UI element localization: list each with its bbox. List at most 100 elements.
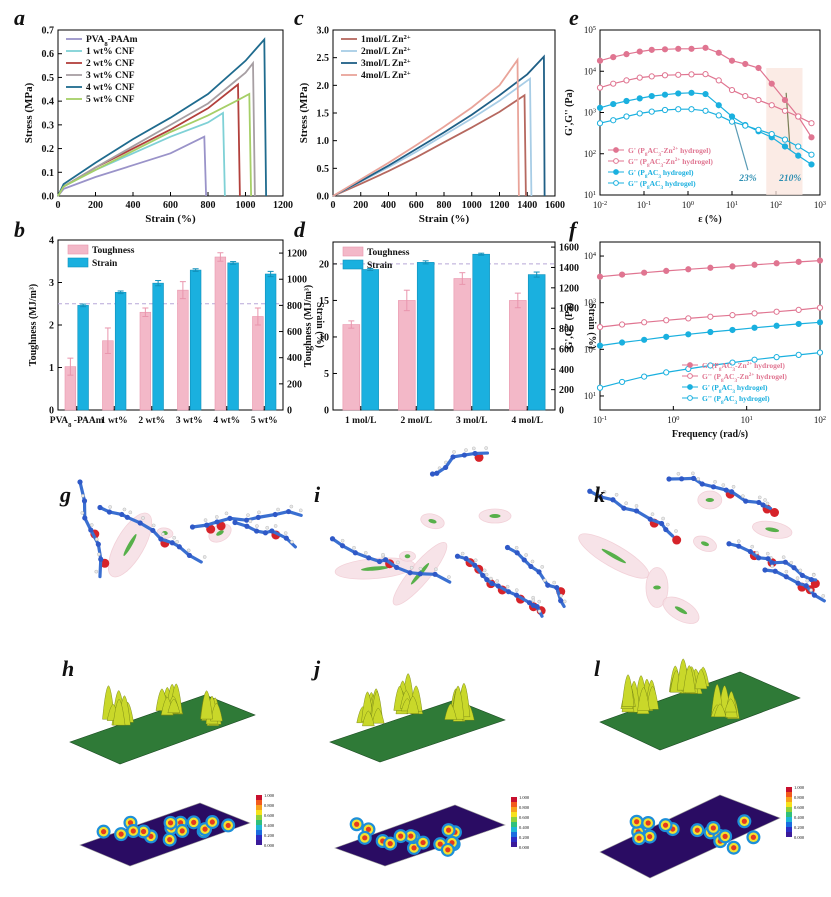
y-tick-label: 4 [49, 236, 54, 247]
bar-strain [417, 262, 434, 410]
y2-axis-label: Strain (%) [586, 303, 597, 349]
map-spot [636, 836, 641, 841]
bond [80, 482, 84, 501]
map-spot [634, 819, 639, 824]
hydrogen-atom [532, 599, 535, 602]
data-point [611, 118, 616, 123]
surface-peak [622, 675, 634, 707]
y-tick-label: 0.1 [42, 168, 55, 179]
legend-entry: 3mol/L Zn2+ [361, 58, 411, 70]
data-point [624, 78, 629, 83]
data-point [676, 107, 681, 112]
carbon-atom [366, 555, 371, 560]
colorbar-tick: 0.000 [794, 835, 805, 840]
map-spot [445, 847, 450, 852]
label-part: -Zn [735, 361, 748, 370]
x-category-label: 5 wt% [251, 416, 278, 426]
label-part: 2 [593, 344, 596, 351]
data-point [743, 123, 748, 128]
x-tick-label: 10-1 [637, 200, 651, 211]
hydrogen-atom [364, 551, 367, 554]
data-point [796, 144, 801, 149]
data-point [817, 305, 822, 310]
data-point [611, 55, 616, 60]
data-point [597, 385, 602, 390]
hydrogen-atom [187, 549, 190, 552]
colorbar-tick: 1.000 [264, 793, 275, 798]
colorbar-tick: 0.800 [264, 803, 275, 808]
hydrogen-atom [266, 526, 269, 529]
colorbar-segment [256, 795, 262, 800]
hydrogen-atom [474, 559, 477, 562]
carbon-atom [394, 565, 399, 570]
label-part: PVA [50, 416, 68, 426]
data-point [769, 131, 774, 136]
label-part: AC [648, 168, 659, 177]
label-part: 4 wt% [213, 416, 240, 426]
molecular-structure [330, 446, 566, 616]
label-part: PVA [86, 35, 104, 45]
y-tick-label: 0.7 [42, 26, 55, 37]
hydrogen-atom [553, 581, 556, 584]
carbon-atom [88, 527, 93, 532]
carbon-atom [659, 521, 664, 526]
hydrogen-atom [799, 569, 802, 572]
carbon-atom [232, 520, 237, 525]
hydrogen-atom [290, 505, 293, 508]
data-point [774, 261, 779, 266]
surface-layer: 1.0000.8000.6000.4000.2000.0001.0000.800… [70, 659, 805, 878]
molecular-structure [77, 479, 302, 583]
data-point [649, 109, 654, 114]
map-spot [119, 832, 124, 837]
legend-marker [688, 363, 693, 368]
map-spot [420, 840, 425, 845]
isosurface [706, 498, 714, 502]
data-point [703, 91, 708, 96]
colorbar-segment [511, 827, 517, 832]
map-spot [168, 820, 173, 825]
x-category-label: 2 wt% [138, 416, 165, 426]
data-point [708, 329, 713, 334]
x-tick-label: 100 [682, 200, 694, 211]
y2-tick-label: 200 [559, 385, 574, 396]
carbon-atom [472, 563, 477, 568]
carbon-atom [514, 593, 519, 598]
carbon-atom [522, 557, 527, 562]
x-tick-label: 400 [126, 200, 141, 211]
y-tick-label: 0 [324, 406, 329, 417]
hydrogen-atom [225, 512, 228, 515]
data-point [664, 318, 669, 323]
label-part: hydrogel) [663, 179, 696, 188]
hydrogen-atom [257, 511, 260, 514]
colorbar-segment [786, 827, 792, 832]
colorbar-segment [786, 802, 792, 807]
legend-marker [614, 181, 619, 186]
y-tick-label: 0.6 [42, 49, 55, 60]
data-point [611, 101, 616, 106]
data-point [809, 162, 814, 167]
carbon-atom [773, 569, 778, 574]
y-tick-label: 102 [584, 148, 596, 159]
colorbar-segment [786, 812, 792, 817]
y-tick-label: 10 [319, 332, 329, 343]
data-point [817, 258, 822, 263]
y-axis-label: Stress (MPa) [23, 82, 35, 143]
colorbar-tick: 1.000 [519, 795, 530, 800]
molecular-layer [77, 446, 824, 628]
map-spot [226, 823, 231, 828]
label-part: 1 wt% CNF [86, 47, 135, 57]
x-category-label: 4 wt% [213, 416, 240, 426]
carbon-atom [227, 516, 232, 521]
bar-toughness [178, 290, 189, 410]
map-spot [731, 845, 736, 850]
bar-strain [528, 275, 545, 410]
hydrogen-atom [691, 472, 694, 475]
y-tick-label: 101 [584, 190, 596, 201]
carbon-atom [177, 544, 182, 549]
data-point [752, 325, 757, 330]
data-point [664, 334, 669, 339]
x-tick-label: 200 [353, 200, 368, 211]
carbon-atom [187, 553, 192, 558]
carbon-atom [804, 583, 809, 588]
